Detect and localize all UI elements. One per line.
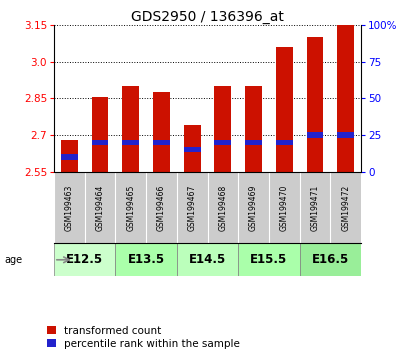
Bar — [184, 125, 200, 172]
Bar — [337, 132, 354, 138]
Bar — [92, 97, 108, 172]
Bar — [245, 86, 262, 172]
Bar — [307, 37, 323, 172]
Text: E14.5: E14.5 — [189, 253, 226, 266]
Legend: transformed count, percentile rank within the sample: transformed count, percentile rank withi… — [47, 326, 240, 349]
Text: GSM199472: GSM199472 — [341, 184, 350, 231]
Bar — [215, 139, 231, 145]
Bar — [307, 132, 323, 138]
Text: E12.5: E12.5 — [66, 253, 103, 266]
Bar — [54, 244, 115, 276]
Bar — [337, 25, 354, 172]
Text: GSM199471: GSM199471 — [310, 184, 320, 231]
Bar — [300, 244, 361, 276]
Bar — [177, 244, 238, 276]
Text: E15.5: E15.5 — [250, 253, 288, 266]
Text: GSM199464: GSM199464 — [95, 184, 105, 231]
Bar — [184, 147, 200, 152]
Bar — [276, 139, 293, 145]
Text: GSM199468: GSM199468 — [218, 184, 227, 231]
Bar — [153, 139, 170, 145]
Bar — [115, 244, 177, 276]
Text: GSM199465: GSM199465 — [126, 184, 135, 231]
Bar — [92, 139, 108, 145]
Text: age: age — [4, 255, 22, 265]
Text: GSM199463: GSM199463 — [65, 184, 74, 231]
Text: GSM199469: GSM199469 — [249, 184, 258, 231]
Text: GSM199466: GSM199466 — [157, 184, 166, 231]
Bar — [238, 244, 300, 276]
Bar — [245, 139, 262, 145]
Text: E16.5: E16.5 — [312, 253, 349, 266]
Bar — [61, 140, 78, 172]
Bar — [122, 86, 139, 172]
Bar — [61, 154, 78, 160]
Bar — [122, 139, 139, 145]
Bar — [276, 47, 293, 172]
Bar — [215, 86, 231, 172]
Text: E13.5: E13.5 — [127, 253, 165, 266]
Text: GSM199470: GSM199470 — [280, 184, 289, 231]
Text: GSM199467: GSM199467 — [188, 184, 197, 231]
Title: GDS2950 / 136396_at: GDS2950 / 136396_at — [131, 10, 284, 24]
Bar — [153, 92, 170, 172]
